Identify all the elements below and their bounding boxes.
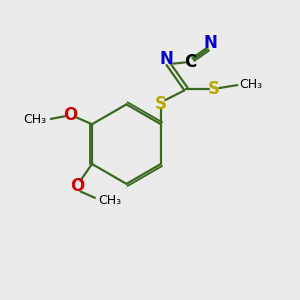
Text: N: N [204,34,218,52]
Text: N: N [160,50,174,68]
Text: S: S [208,80,220,98]
Text: CH₃: CH₃ [98,194,121,207]
Text: CH₃: CH₃ [23,113,46,126]
Text: O: O [63,106,77,124]
Text: O: O [70,177,84,195]
Text: S: S [155,94,167,112]
Text: CH₃: CH₃ [239,78,262,91]
Text: C: C [184,53,196,71]
